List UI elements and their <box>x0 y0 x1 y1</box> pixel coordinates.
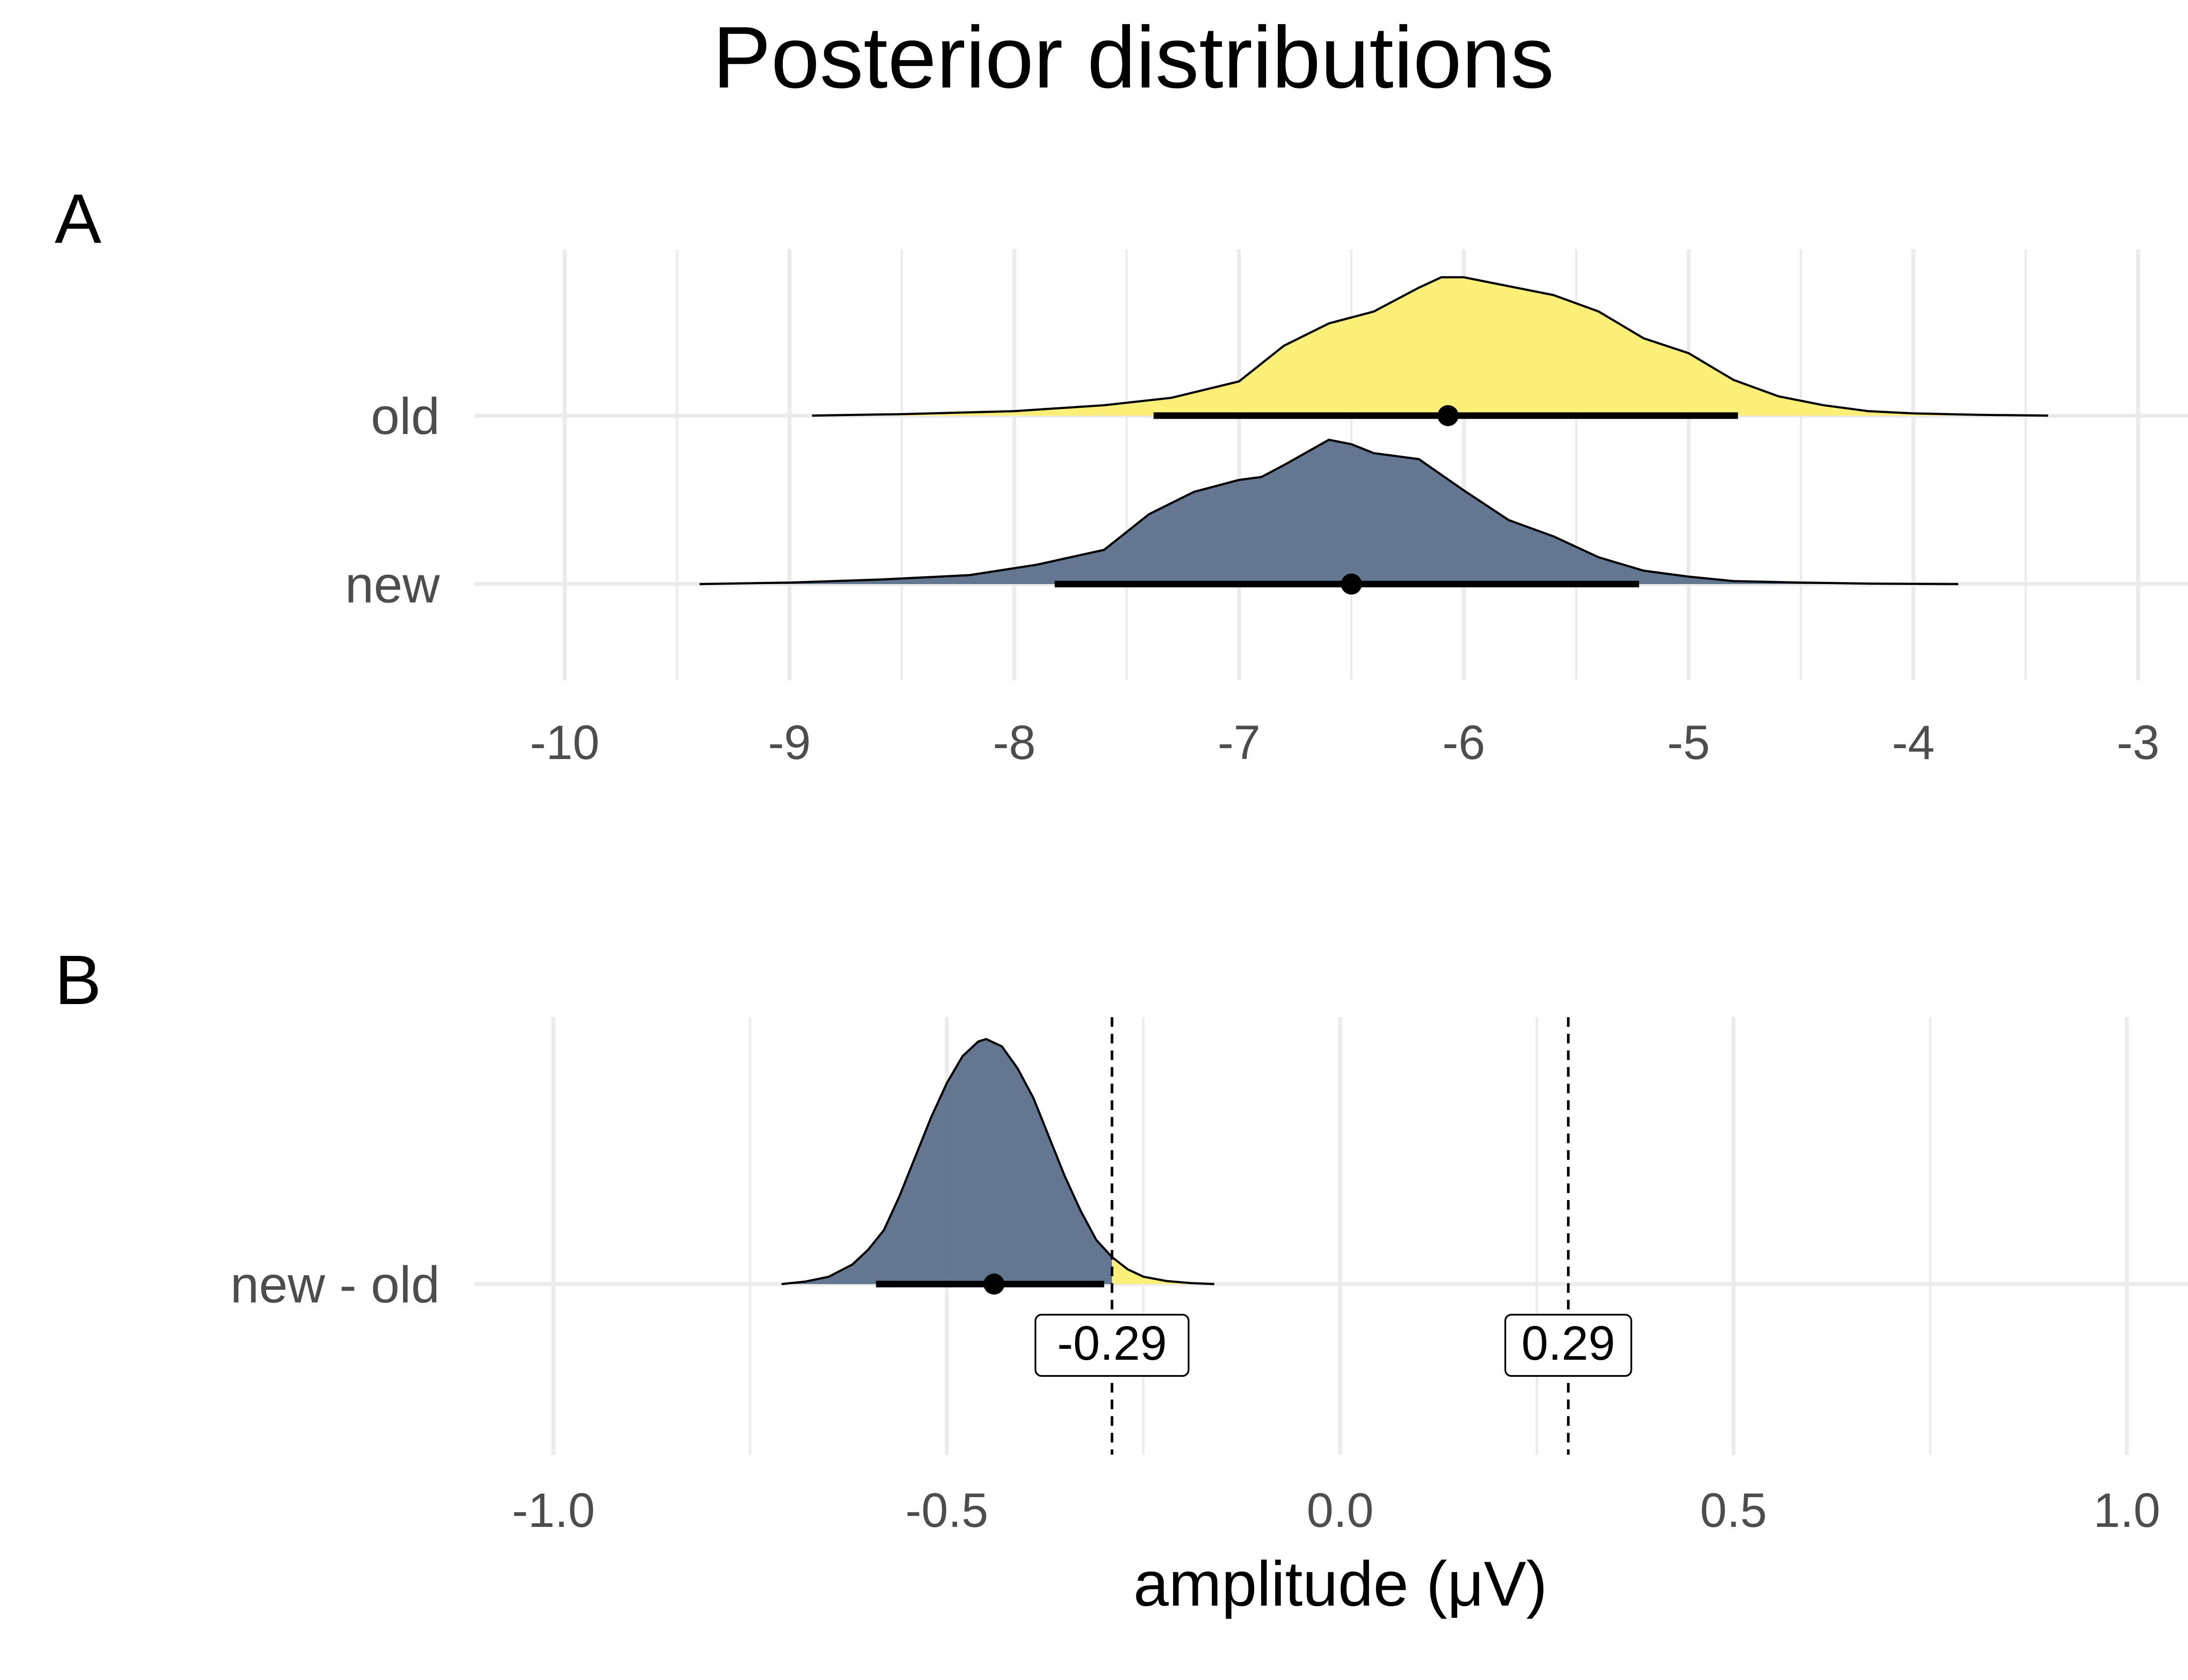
x-tick-label: -0.5 <box>905 1484 989 1537</box>
x-tick-label: 0.5 <box>1700 1484 1767 1537</box>
panel-b-x-ticks: -1.0 -0.5 0.0 0.5 1.0 <box>512 1484 2160 1537</box>
rope-label: -0.29 <box>1057 1316 1167 1370</box>
panel-b-tag: B <box>55 941 102 1019</box>
rope-label: 0.29 <box>1522 1316 1615 1370</box>
panel-a-intervals <box>1055 405 1738 595</box>
rope-label-box <box>1034 1314 1190 1377</box>
x-tick-label: 1.0 <box>2093 1484 2160 1537</box>
x-tick-label: -6 <box>1442 716 1485 770</box>
density-old <box>812 277 2048 416</box>
y-tick-label: new <box>345 556 440 614</box>
rope-label-box <box>1504 1314 1632 1377</box>
x-tick-label: -1.0 <box>512 1484 595 1537</box>
panel-a-densities <box>699 276 2048 585</box>
density-outline <box>781 1038 1214 1285</box>
panel-b-densities <box>781 1038 1214 1285</box>
x-tick-label: -10 <box>530 716 600 770</box>
panel-a-tag: A <box>55 179 102 258</box>
x-tick-label: 0.0 <box>1307 1484 1374 1537</box>
panel-b-y-labels: new - old <box>230 1256 440 1314</box>
x-tick-label: -4 <box>1892 716 1935 770</box>
density-outline-old <box>812 276 2048 417</box>
density-new <box>699 440 1959 584</box>
y-tick-label: new - old <box>230 1256 440 1314</box>
panel-a-x-ticks: -10 -9 -8 -7 -6 -5 -4 -3 <box>530 716 2160 770</box>
density-fill-above-rope <box>1112 1257 1214 1284</box>
chart-title: Posterior distributions <box>712 9 1554 106</box>
x-tick-label: -5 <box>1667 716 1710 770</box>
point-estimate-1 <box>1341 574 1362 595</box>
point-estimate-0 <box>983 1274 1005 1295</box>
density-fill-below-rope <box>782 1039 1112 1284</box>
x-tick-label: -7 <box>1217 716 1260 770</box>
panel-b-grid <box>475 1017 2188 1455</box>
panel-b-intervals <box>876 1274 1105 1295</box>
x-tick-label: -3 <box>2117 716 2160 770</box>
panel-a-y-labels: old new <box>345 388 440 614</box>
panel-b-reference-lines: -0.29 0.29 <box>1034 1017 1632 1455</box>
x-tick-label: -9 <box>768 716 811 770</box>
point-estimate-0 <box>1438 405 1459 426</box>
x-axis-title: amplitude (μV) <box>1133 1548 1547 1619</box>
y-tick-label: old <box>371 388 440 445</box>
x-tick-label: -8 <box>993 716 1036 770</box>
density-outline-new <box>699 438 1959 585</box>
